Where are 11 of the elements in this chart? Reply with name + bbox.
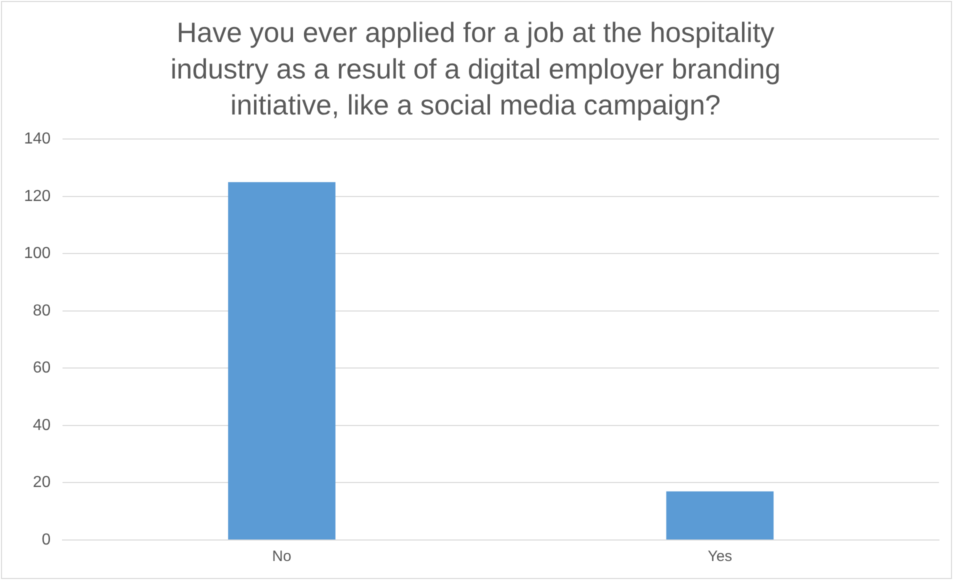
y-tick-label: 140 xyxy=(24,130,51,148)
y-tick-label: 0 xyxy=(42,531,51,548)
chart-title: Have you ever applied for a job at the hospitality industry as a result of a digital employer branding initiative, like a social media campaign? xyxy=(170,16,781,121)
y-tick-label: 40 xyxy=(32,416,51,434)
y-tick-label: 20 xyxy=(32,474,51,492)
y-tick-label: 60 xyxy=(32,360,51,377)
y-tick-label: 100 xyxy=(24,245,51,262)
x-tick-label: Yes xyxy=(708,548,732,566)
y-tick-label: 80 xyxy=(32,302,51,320)
y-tick-label: 120 xyxy=(24,188,51,205)
x-tick-label: No xyxy=(272,548,292,566)
